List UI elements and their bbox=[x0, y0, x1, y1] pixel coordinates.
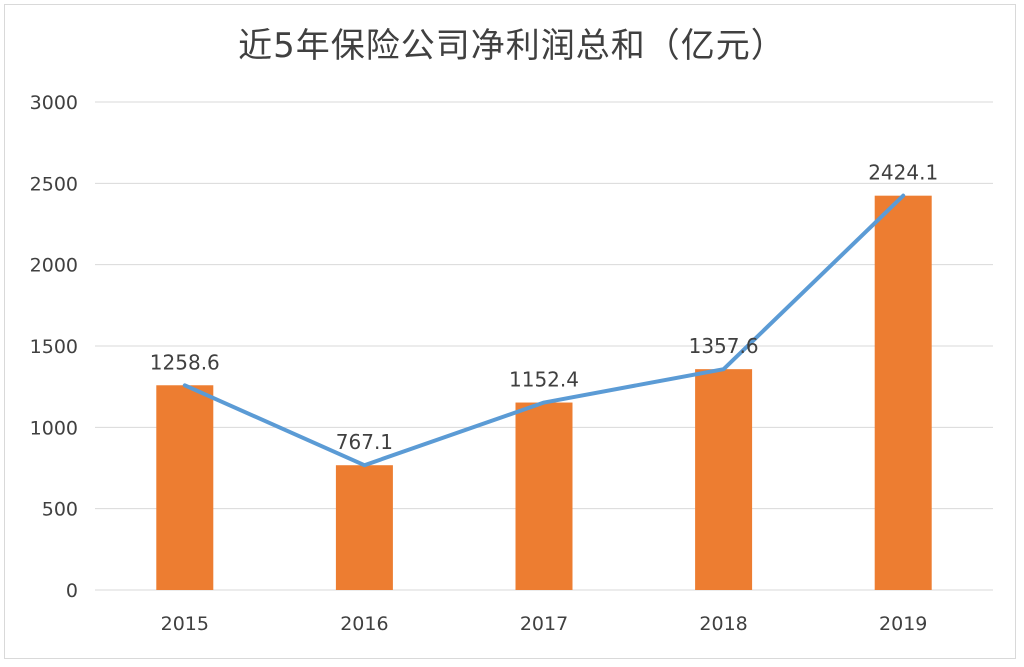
x-tick-label-2016: 2016 bbox=[340, 613, 388, 635]
y-tick-label: 2500 bbox=[30, 173, 78, 195]
bar-2019 bbox=[874, 195, 932, 590]
trend-line bbox=[182, 193, 906, 468]
bar-2018 bbox=[695, 369, 753, 590]
x-tick-label-2015: 2015 bbox=[161, 613, 209, 635]
data-label-2019: 2424.1 bbox=[868, 161, 938, 185]
y-tick-label: 1000 bbox=[30, 417, 78, 439]
data-labels: 1258.6 767.1 1152.4 1357.6 2424.1 bbox=[150, 161, 938, 455]
data-label-2017: 1152.4 bbox=[509, 368, 579, 392]
data-label-2016: 767.1 bbox=[336, 430, 393, 454]
x-tick-label-2019: 2019 bbox=[879, 613, 927, 635]
bar-2015 bbox=[156, 385, 214, 590]
x-axis-ticks: 2015 2016 2017 2018 2019 bbox=[161, 613, 928, 635]
y-tick-label: 2000 bbox=[30, 255, 78, 277]
y-tick-label: 500 bbox=[42, 499, 78, 521]
y-tick-label: 0 bbox=[66, 580, 78, 602]
bar-2017 bbox=[515, 402, 573, 590]
chart-title: 近5年保险公司净利润总和（亿元） bbox=[238, 26, 786, 66]
x-tick-label-2017: 2017 bbox=[520, 613, 568, 635]
y-tick-label: 1500 bbox=[30, 336, 78, 358]
y-axis-ticks: 0 500 1000 1500 2000 2500 3000 bbox=[30, 92, 78, 602]
bar-2016 bbox=[335, 465, 393, 590]
y-tick-label: 3000 bbox=[30, 92, 78, 114]
data-label-2015: 1258.6 bbox=[150, 350, 220, 374]
x-tick-label-2018: 2018 bbox=[699, 613, 747, 635]
bar-series bbox=[156, 195, 932, 590]
data-label-2018: 1357.6 bbox=[689, 334, 759, 358]
line-series bbox=[182, 193, 906, 468]
